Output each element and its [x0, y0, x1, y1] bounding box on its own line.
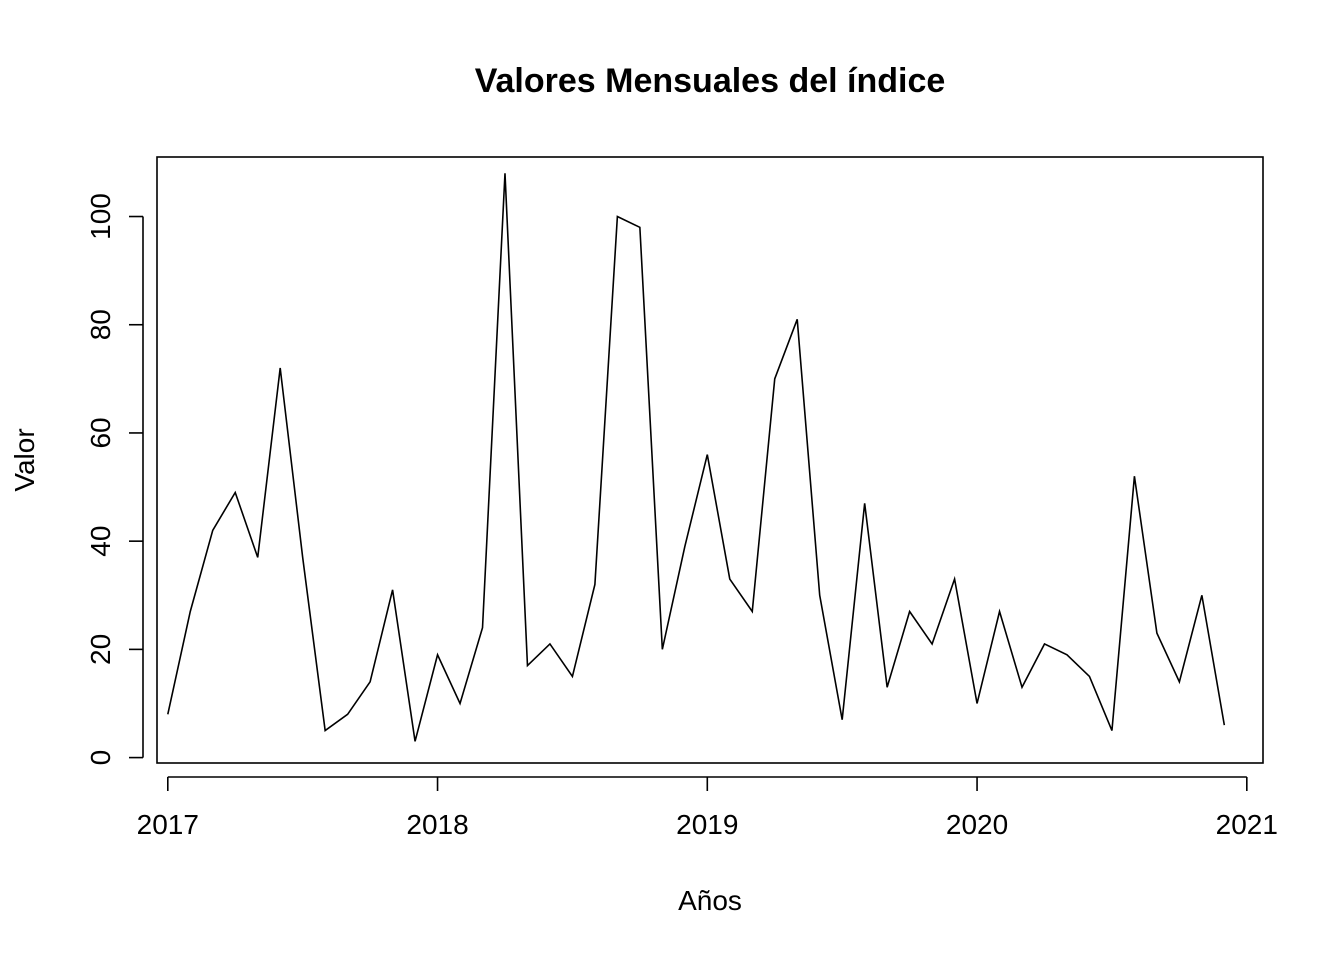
y-axis-label: Valor: [9, 428, 40, 491]
y-tick-label: 80: [85, 309, 116, 340]
plot-frame: [156, 156, 1264, 764]
x-tick-label: 2018: [406, 809, 468, 840]
y-tick-label: 100: [85, 193, 116, 240]
y-tick-label: 0: [85, 750, 116, 766]
x-tick-label: 2019: [676, 809, 738, 840]
x-axis-label: Años: [678, 885, 742, 916]
y-tick-label: 60: [85, 417, 116, 448]
chart-title: Valores Mensuales del índice: [475, 62, 946, 100]
y-tick-label: 40: [85, 526, 116, 557]
x-tick-label: 2021: [1216, 809, 1278, 840]
series-line: [167, 173, 1226, 742]
y-tick-label: 20: [85, 634, 116, 665]
y-axis: 0 20 40 60 80 100: [85, 193, 144, 766]
x-tick-label: 2020: [946, 809, 1008, 840]
x-tick-label: 2017: [137, 809, 199, 840]
x-axis: 2017 2018 2019 2020 2021: [137, 776, 1278, 840]
